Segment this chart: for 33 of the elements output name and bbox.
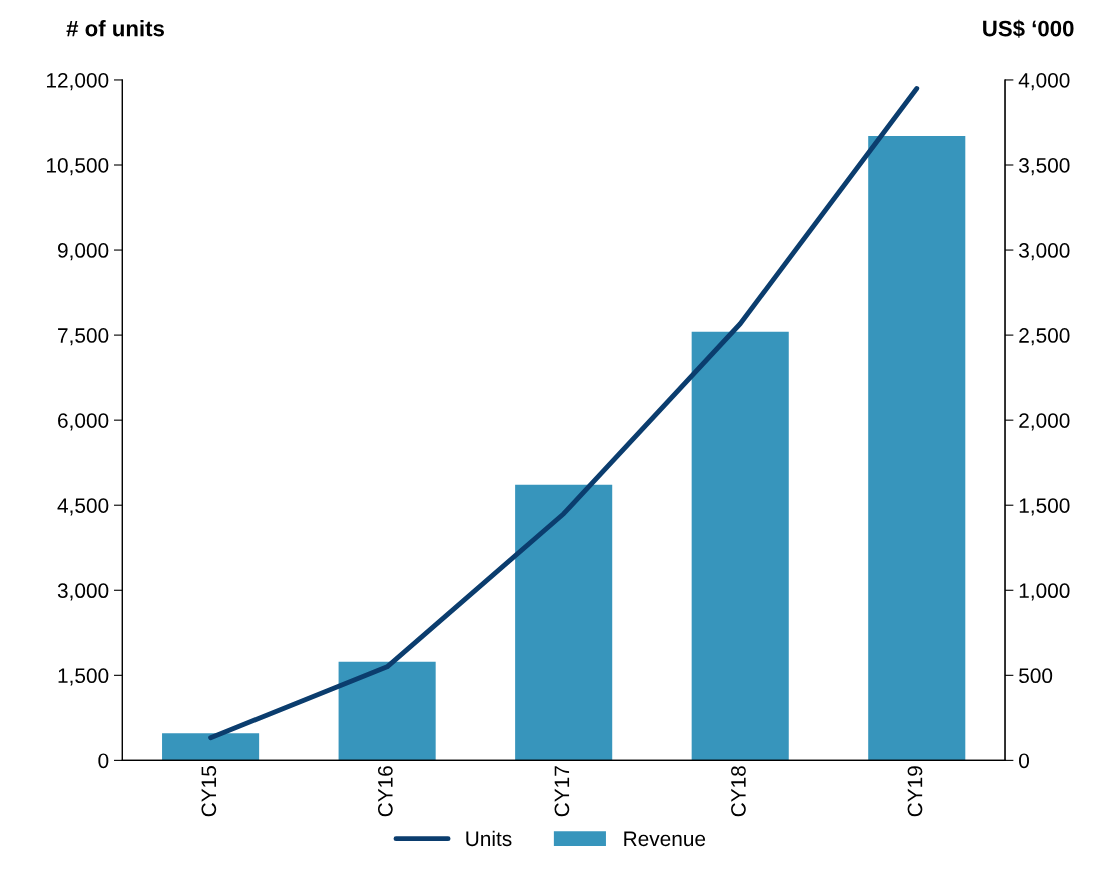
- y-tick-label: 4,500: [57, 498, 109, 516]
- y-tick-label: 12,000: [47, 72, 109, 91]
- x-tick-label: CY18: [731, 766, 746, 817]
- y-tick-label: 0: [98, 753, 109, 769]
- y2-axis-title: US$ ‘000: [983, 19, 1074, 38]
- y2-tick-label: 500: [1019, 668, 1053, 684]
- y-tick-label: 10,500: [47, 158, 109, 176]
- legend-label: Units: [466, 830, 512, 847]
- y2-tick-label: 0: [1019, 753, 1029, 769]
- line-series: [208, 86, 920, 741]
- y-tick-label: 1,500: [58, 668, 109, 686]
- legend-label: Revenue: [624, 831, 706, 847]
- y-tick-label: 9,000: [57, 243, 109, 261]
- y2-tick-label: 4,000: [1018, 72, 1070, 91]
- y2-tick-label: 1,500: [1019, 498, 1070, 516]
- x-tick-label: CY16: [377, 766, 393, 817]
- y-tick-label: 7,500: [58, 328, 109, 346]
- x-tick-label: CY17: [554, 766, 570, 817]
- bar: [162, 733, 260, 761]
- y2-tick-label: 3,000: [1019, 243, 1070, 261]
- y-axis-title: # of units: [66, 20, 164, 37]
- y2-tick-label: 1,000: [1019, 583, 1070, 601]
- y-tick-label: 3,000: [57, 583, 109, 601]
- bar: [691, 331, 789, 761]
- y-tick-label: 6,000: [58, 413, 109, 431]
- x-tick-label: CY15: [201, 766, 217, 817]
- y2-tick-label: 3,500: [1019, 158, 1070, 176]
- y2-tick-label: 2,500: [1019, 328, 1070, 346]
- bar: [338, 661, 436, 761]
- x-tick-label: CY19: [907, 766, 923, 817]
- y2-tick-label: 2,000: [1019, 413, 1070, 431]
- bar: [515, 484, 613, 761]
- bar: [868, 136, 966, 761]
